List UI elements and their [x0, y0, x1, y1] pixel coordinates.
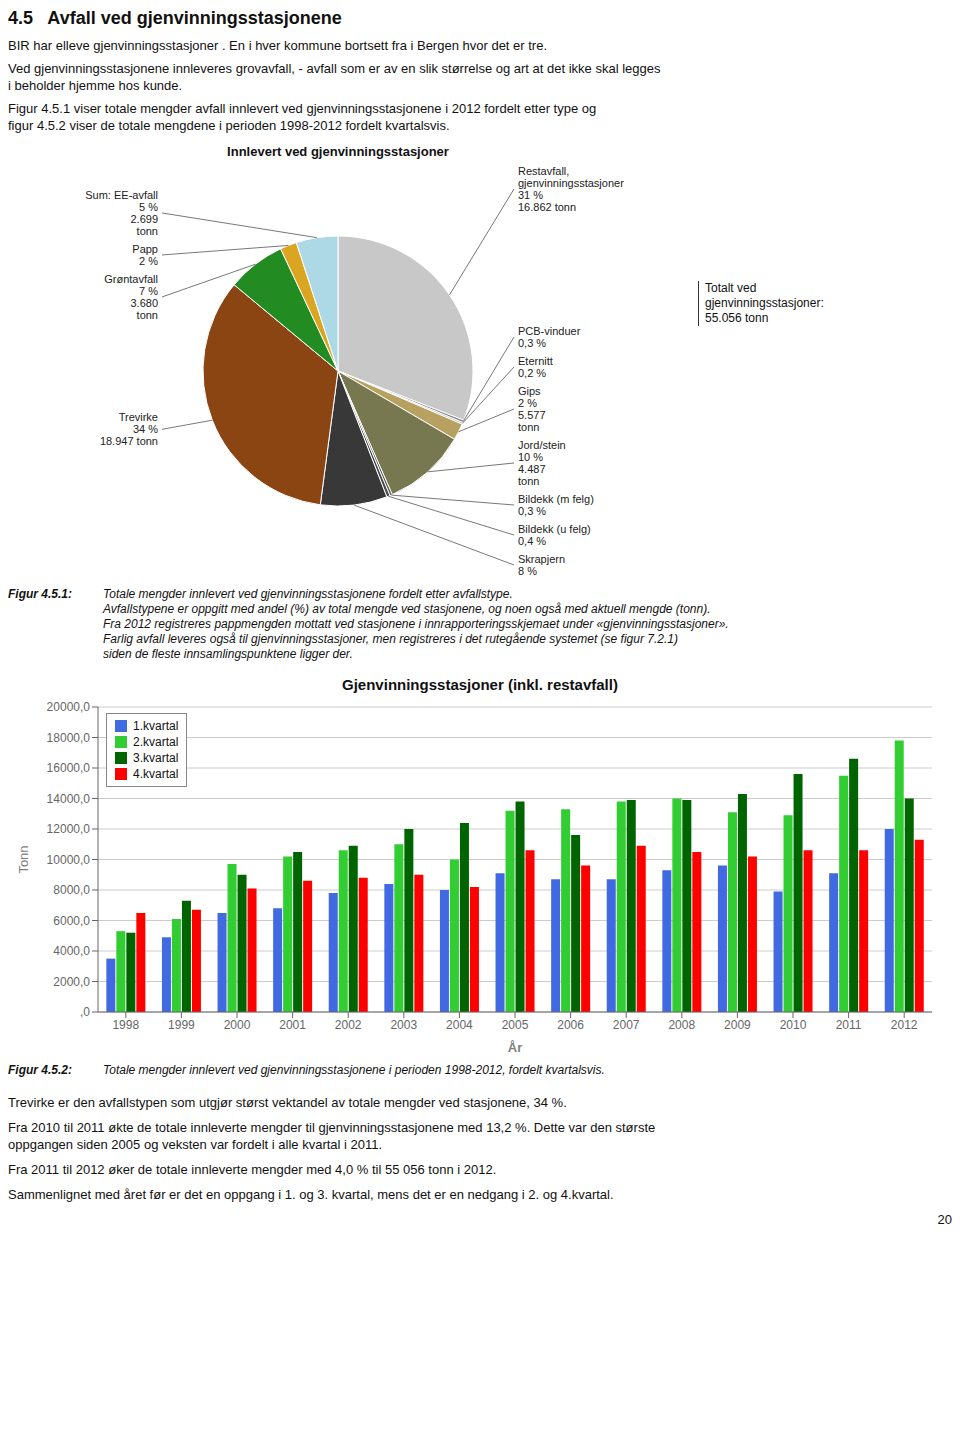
- svg-text:Gips2 %5.577tonn: Gips2 %5.577tonn: [518, 385, 546, 433]
- svg-text:16000,0: 16000,0: [47, 761, 91, 775]
- svg-text:Trevirke34 %18.947 tonn: Trevirke34 %18.947 tonn: [100, 411, 158, 447]
- svg-text:Jord/stein10 %4.487tonn: Jord/stein10 %4.487tonn: [518, 439, 566, 487]
- svg-text:18000,0: 18000,0: [47, 731, 91, 745]
- html-text:Figur 4.5.1:: Figur 4.5.1:: [8, 587, 72, 601]
- svg-text:2006: 2006: [557, 1018, 584, 1032]
- svg-text:2001: 2001: [279, 1018, 306, 1032]
- svg-text:Bildekk (u felg)0,4 %: Bildekk (u felg)0,4 %: [518, 523, 591, 547]
- svg-text:2011: 2011: [836, 1018, 862, 1032]
- html-text:Fra 2010 til 2011 økte de tota: Fra 2010 til 2011 økte de totale innleve…: [8, 1120, 656, 1152]
- html-text:Totale mengder innlevert ved g: Totale mengder innlevert ved gjenvinning…: [103, 1063, 605, 1077]
- svg-text:Sum: EE-avfall5 %2.699tonn: Sum: EE-avfall5 %2.699tonn: [85, 189, 158, 237]
- svg-text:,0: ,0: [80, 1005, 90, 1019]
- svg-text:2012: 2012: [891, 1018, 918, 1032]
- html-text:Fra 2011 til 2012 øker de tota: Fra 2011 til 2012 øker de totale innleve…: [8, 1162, 497, 1177]
- svg-text:2007: 2007: [613, 1018, 640, 1032]
- html-text:Figur 4.5.1 viser totale mengd: Figur 4.5.1 viser totale mengder avfall …: [8, 101, 597, 133]
- html-text:3.kvartal: 3.kvartal: [133, 751, 179, 765]
- svg-text:2000: 2000: [224, 1018, 251, 1032]
- html-text:4.5 Avfall ved gjenvinningssta: 4.5 Avfall ved gjenvinningsstasjonene: [8, 8, 342, 28]
- html-text:Totalt ved gjenvinningsstasjon: Totalt ved gjenvinningsstasjoner: 55.056…: [705, 281, 824, 325]
- svg-text:PCB-vinduer0,3 %: PCB-vinduer0,3 %: [518, 325, 581, 349]
- svg-text:Restavfall,gjenvinningsstasjon: Restavfall,gjenvinningsstasjoner31 %16.8…: [518, 165, 624, 213]
- svg-text:12000,0: 12000,0: [47, 822, 91, 836]
- svg-text:Tonn: Tonn: [16, 845, 31, 873]
- svg-text:1998: 1998: [112, 1018, 139, 1032]
- svg-text:2005: 2005: [502, 1018, 529, 1032]
- svg-text:2003: 2003: [390, 1018, 417, 1032]
- svg-text:2002: 2002: [335, 1018, 362, 1032]
- svg-text:Skrapjern8 %: Skrapjern8 %: [518, 553, 565, 577]
- html-text:2.kvartal: 2.kvartal: [133, 735, 179, 749]
- html-text:Gjenvinningsstasjoner (inkl. r: Gjenvinningsstasjoner (inkl. restavfall): [342, 676, 618, 693]
- svg-text:6000,0: 6000,0: [53, 914, 90, 928]
- svg-text:2000,0: 2000,0: [53, 975, 90, 989]
- html-text:1.kvartal: 1.kvartal: [133, 719, 179, 733]
- svg-text:Grøntavfall7 %3.680tonn: Grøntavfall7 %3.680tonn: [104, 273, 158, 321]
- svg-text:År: År: [508, 1040, 522, 1055]
- svg-text:10000,0: 10000,0: [47, 853, 91, 867]
- svg-text:2009: 2009: [724, 1018, 751, 1032]
- svg-text:2008: 2008: [668, 1018, 695, 1032]
- svg-text:14000,0: 14000,0: [47, 792, 91, 806]
- svg-text:2004: 2004: [446, 1018, 473, 1032]
- html-text:Innlevert ved gjenvinningsstas: Innlevert ved gjenvinningsstasjoner: [227, 144, 449, 159]
- html-text:4.kvartal: 4.kvartal: [133, 767, 179, 781]
- svg-text:Papp2 %: Papp2 %: [132, 243, 158, 267]
- html-text:20: 20: [937, 1212, 952, 1227]
- svg-text:4000,0: 4000,0: [53, 944, 90, 958]
- svg-text:Bildekk (m felg)0,3 %: Bildekk (m felg)0,3 %: [518, 493, 594, 517]
- svg-text:2010: 2010: [780, 1018, 807, 1032]
- html-text:Trevirke er den avfallstypen s: Trevirke er den avfallstypen som utgjør …: [8, 1095, 567, 1110]
- html-text:BIR har elleve gjenvinningssta: BIR har elleve gjenvinningsstasjoner . E…: [8, 38, 547, 53]
- html-text:Ved gjenvinningsstasjonene inn: Ved gjenvinningsstasjonene innleveres gr…: [8, 61, 661, 93]
- svg-text:20000,0: 20000,0: [47, 700, 91, 714]
- svg-text:1999: 1999: [168, 1018, 195, 1032]
- svg-text:8000,0: 8000,0: [53, 883, 90, 897]
- html-text:Totale mengder innlevert ved g: Totale mengder innlevert ved gjenvinning…: [103, 587, 729, 661]
- html-text:Figur 4.5.2:: Figur 4.5.2:: [8, 1063, 72, 1077]
- html-text:Sammenlignet med året før er d: Sammenlignet med året før er det en oppg…: [8, 1187, 614, 1202]
- svg-text:Eternitt0,2 %: Eternitt0,2 %: [518, 355, 553, 379]
